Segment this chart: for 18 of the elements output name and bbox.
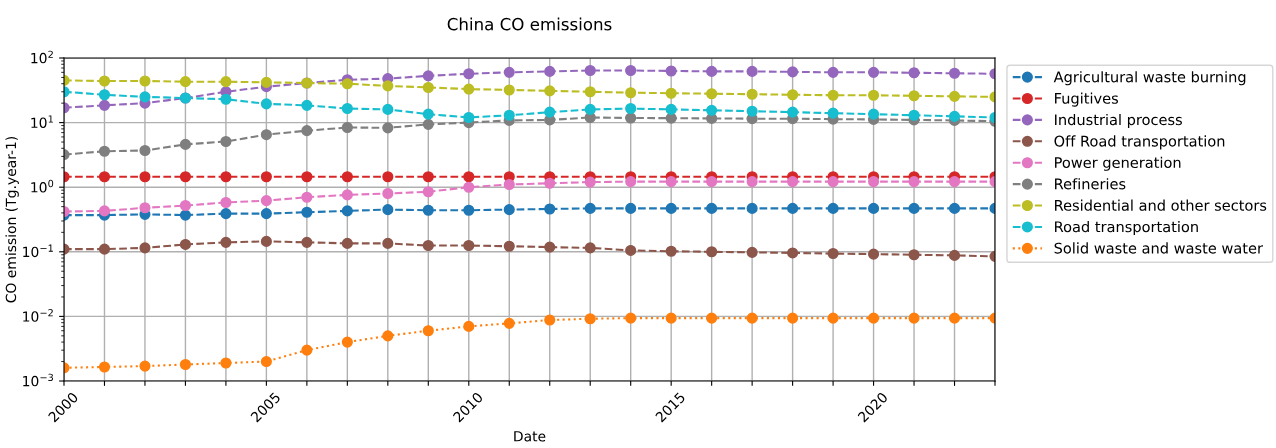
y-axis-title: CO emission (Tg.year-1) — [5, 136, 19, 303]
y-tick-label: 10$^{−1}$ — [23, 244, 53, 258]
legend-label: Solid waste and waste water — [1054, 242, 1263, 254]
y-tick-label: 10$^{−3}$ — [23, 373, 53, 387]
legend-label: Fugitives — [1055, 92, 1119, 107]
legend-label: Road transportation — [1055, 220, 1198, 236]
legend-label: Industrial process — [1055, 113, 1182, 129]
x-axis-title: Date — [514, 431, 546, 442]
legend-label: Agricultural waste burning — [1053, 71, 1246, 86]
y-tick-label: 10$^{1}$ — [31, 115, 53, 128]
legend-label: Off Road transportation — [1054, 135, 1225, 150]
legend-label: Residential and other sectors — [1055, 199, 1267, 211]
y-tick-label: 10$^{2}$ — [31, 50, 53, 64]
legend-label: Power generation — [1055, 156, 1181, 171]
legend-label: Refineries — [1055, 178, 1126, 190]
chart-title: China CO emissions — [447, 17, 612, 31]
y-tick-label: 10$^{0}$ — [31, 179, 54, 193]
y-tick-label: 10$^{−2}$ — [23, 309, 53, 322]
